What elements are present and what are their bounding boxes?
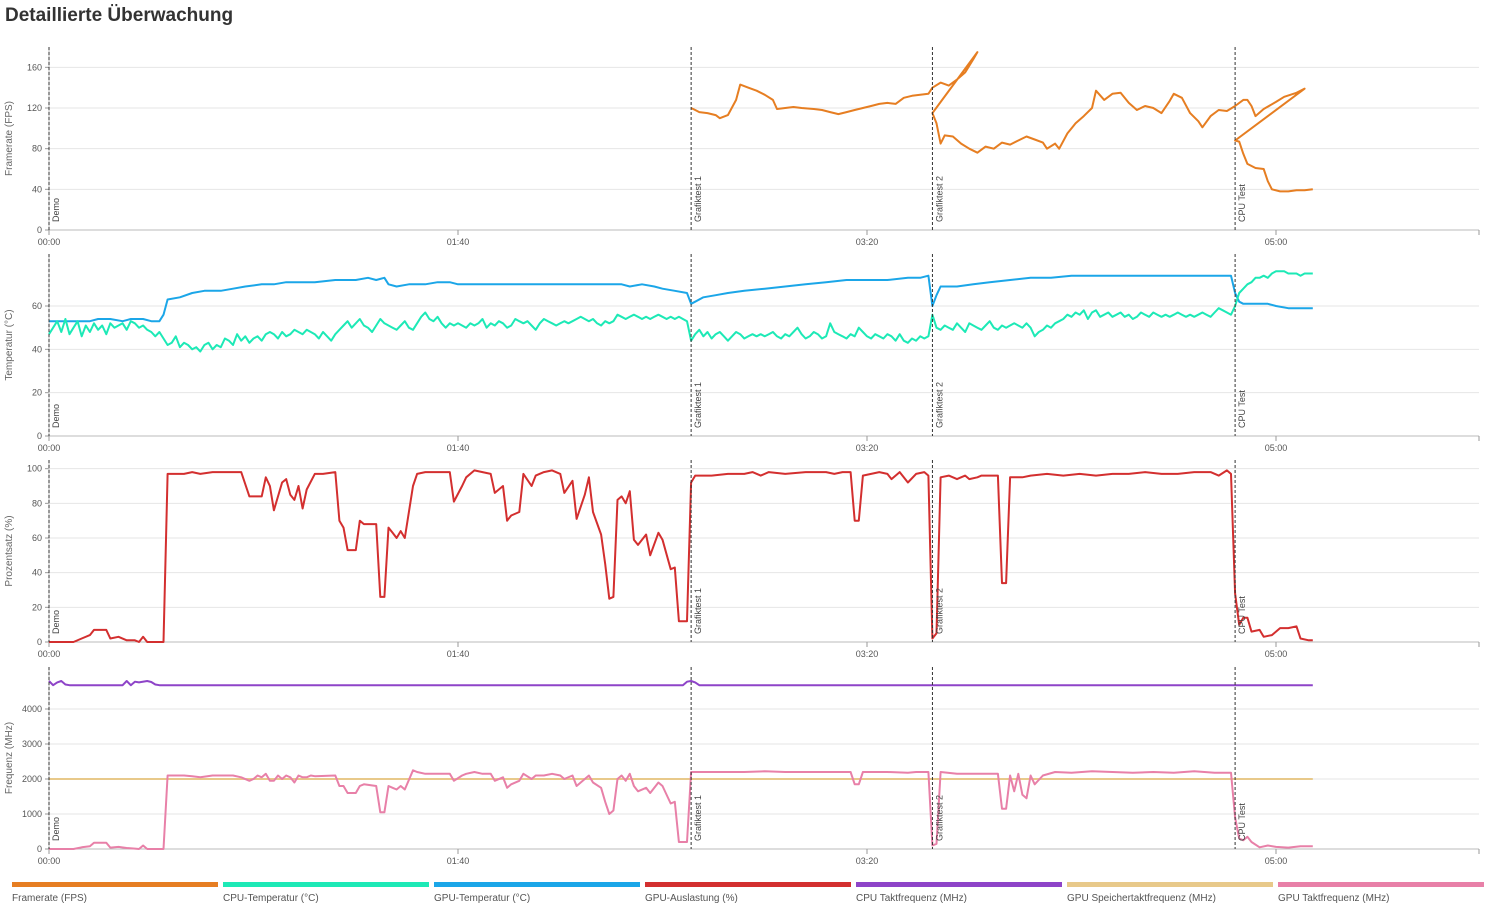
phase-marker-label: Grafiktest 2 <box>934 176 944 222</box>
series-line <box>690 51 1313 193</box>
x-tick-label: 01:40 <box>447 649 470 659</box>
phase-marker-label: Demo <box>51 198 61 222</box>
y-tick-label: 2000 <box>22 774 42 784</box>
legend-label: CPU-Temperatur (°C) <box>223 893 319 904</box>
y-tick-label: 4000 <box>22 704 42 714</box>
legend-item[interactable]: GPU-Auslastung (%) <box>645 882 851 904</box>
legend-item[interactable]: CPU-Temperatur (°C) <box>223 882 429 904</box>
legend-item[interactable]: GPU Speichertaktfrequenz (MHz) <box>1067 882 1273 904</box>
y-tick-label: 80 <box>32 498 42 508</box>
y-tick-label: 80 <box>32 144 42 154</box>
phase-marker-label: CPU Test <box>1237 803 1247 841</box>
phase-marker-label: Grafiktest 1 <box>693 382 703 428</box>
y-tick-label: 0 <box>37 431 42 441</box>
x-tick-label: 03:20 <box>856 237 879 247</box>
series-line <box>48 270 1313 353</box>
legend-swatch <box>856 882 1062 887</box>
phase-marker-label: Demo <box>51 610 61 634</box>
x-tick-label: 00:00 <box>38 649 61 659</box>
y-axis-label: Framerate (FPS) <box>4 101 15 176</box>
chart-panel: 0 20 40 60 80 100 00:00 01:40 03:20 05:00 Prozents… <box>4 460 1480 659</box>
x-tick-label: 05:00 <box>1265 649 1288 659</box>
phase-marker-label: CPU Test <box>1237 596 1247 634</box>
legend-swatch <box>1067 882 1273 887</box>
phase-marker-label: Grafiktest 1 <box>693 795 703 841</box>
legend-label: Framerate (FPS) <box>12 893 88 904</box>
x-tick-label: 03:20 <box>856 649 879 659</box>
phase-marker-label: CPU Test <box>1237 184 1247 222</box>
legend-label: CPU Taktfrequenz (MHz) <box>856 893 967 904</box>
y-tick-label: 20 <box>32 388 42 398</box>
phase-marker-label: Grafiktest 2 <box>934 588 944 634</box>
legend-item[interactable]: GPU-Temperatur (°C) <box>434 882 640 904</box>
legend-swatch <box>434 882 640 887</box>
charts-area: 0 40 80 120 160 00:00 01:40 03:20 05:00 Framerate… <box>4 47 1480 866</box>
x-tick-label: 03:20 <box>856 856 879 866</box>
series-line <box>49 769 1313 850</box>
legend-swatch <box>645 882 851 887</box>
y-tick-label: 60 <box>32 533 42 543</box>
x-tick-label: 05:00 <box>1265 856 1288 866</box>
y-tick-label: 1000 <box>22 809 42 819</box>
legend-swatch <box>1278 882 1484 887</box>
y-tick-label: 0 <box>37 844 42 854</box>
legend-item[interactable]: GPU Taktfrequenz (MHz) <box>1278 882 1484 904</box>
legend-swatch <box>223 882 429 887</box>
y-tick-label: 160 <box>27 62 42 72</box>
legend-item[interactable]: CPU Taktfrequenz (MHz) <box>856 882 1062 904</box>
x-tick-label: 05:00 <box>1265 237 1288 247</box>
chart-panel: 0 1000 2000 3000 4000 00:00 01:40 03:20 05:00 Fre… <box>4 667 1480 866</box>
y-axis-label: Temperatur (°C) <box>4 309 15 380</box>
y-tick-label: 0 <box>37 637 42 647</box>
phase-marker-label: Grafiktest 2 <box>934 382 944 428</box>
series-line <box>48 680 1313 687</box>
phase-marker-label: Demo <box>51 817 61 841</box>
x-tick-label: 00:00 <box>38 443 61 453</box>
phase-marker-label: CPU Test <box>1237 390 1247 428</box>
y-tick-label: 40 <box>32 568 42 578</box>
series-line <box>49 469 1313 643</box>
legend: Framerate (FPS) CPU-Temperatur (°C) GPU-Te… <box>12 882 1492 912</box>
phase-marker-label: Grafiktest 1 <box>693 588 703 634</box>
y-tick-label: 40 <box>32 184 42 194</box>
y-axis-label: Frequenz (MHz) <box>4 722 15 794</box>
legend-label: GPU-Auslastung (%) <box>645 893 738 904</box>
series-line <box>49 274 1313 323</box>
x-tick-label: 00:00 <box>38 856 61 866</box>
x-tick-label: 00:00 <box>38 237 61 247</box>
phase-marker-label: Grafiktest 1 <box>693 176 703 222</box>
phase-marker-label: Demo <box>51 404 61 428</box>
y-tick-label: 60 <box>32 301 42 311</box>
legend-label: GPU Speichertaktfrequenz (MHz) <box>1067 893 1216 904</box>
y-tick-label: 100 <box>27 464 42 474</box>
x-tick-label: 05:00 <box>1265 443 1288 453</box>
page-title: Detaillierte Überwachung <box>5 5 234 26</box>
x-tick-label: 01:40 <box>447 237 470 247</box>
legend-label: GPU-Temperatur (°C) <box>434 893 531 904</box>
x-tick-label: 03:20 <box>856 443 879 453</box>
chart-panel: 0 20 40 60 00:00 01:40 03:20 05:00 Temperatur (°… <box>4 254 1480 453</box>
y-tick-label: 3000 <box>22 739 42 749</box>
x-tick-label: 01:40 <box>447 443 470 453</box>
chart-panel: 0 40 80 120 160 00:00 01:40 03:20 05:00 Framerate… <box>4 47 1480 247</box>
y-axis-label: Prozentsatz (%) <box>4 515 15 586</box>
y-tick-label: 20 <box>32 602 42 612</box>
legend-swatch <box>12 882 218 887</box>
x-tick-label: 01:40 <box>447 856 470 866</box>
legend-item[interactable]: Framerate (FPS) <box>12 882 218 904</box>
phase-marker-label: Grafiktest 2 <box>934 795 944 841</box>
y-tick-label: 0 <box>37 225 42 235</box>
legend-label: GPU Taktfrequenz (MHz) <box>1278 893 1390 904</box>
y-tick-label: 120 <box>27 103 42 113</box>
y-tick-label: 40 <box>32 344 42 354</box>
